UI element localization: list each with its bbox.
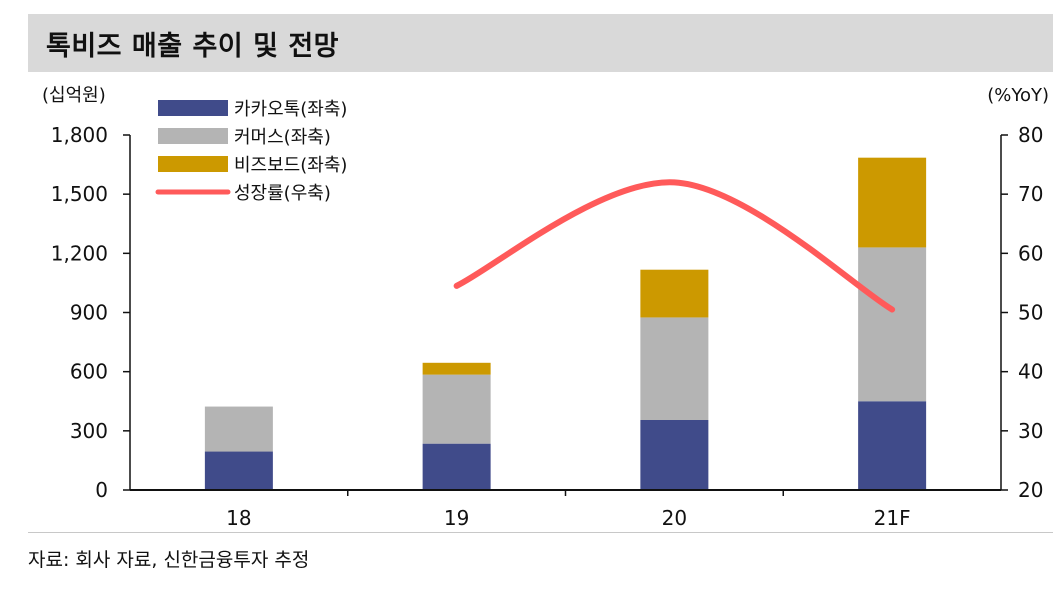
title-bar: 톡비즈 매출 추이 및 전망 xyxy=(28,14,1053,72)
x-tick-label: 21F xyxy=(874,506,911,530)
right-y-ticks: 20 30 40 50 60 70 80 xyxy=(1001,123,1043,502)
left-axis-unit: (십억원) xyxy=(42,85,106,106)
bar-3-19 xyxy=(422,362,491,375)
left-tick-label: 600 xyxy=(70,360,108,384)
source-note: 자료: 회사 자료, 신한금융투자 추정 xyxy=(28,532,1053,572)
legend-label-3: 비즈보드(좌축) xyxy=(234,155,347,176)
chart-title: 톡비즈 매출 추이 및 전망 xyxy=(46,30,339,62)
legend-label-4: 성장률(우축) xyxy=(234,183,331,204)
right-tick-label: 40 xyxy=(1018,360,1043,384)
bar-2-19 xyxy=(422,374,491,444)
x-tick-label: 20 xyxy=(662,506,687,530)
right-axis-unit: (%YoY) xyxy=(987,85,1049,106)
legend-swatch-3 xyxy=(158,156,228,172)
bar-3-20 xyxy=(640,269,709,318)
bar-1-19 xyxy=(422,443,491,490)
growth-line-layer xyxy=(453,179,896,313)
right-tick-label: 50 xyxy=(1018,301,1043,325)
bar-2-20 xyxy=(640,317,709,420)
legend-swatch-2 xyxy=(158,128,228,144)
legend-swatch-1 xyxy=(158,100,228,116)
left-tick-label: 1,200 xyxy=(51,241,108,265)
bar-3-21F xyxy=(858,157,927,248)
left-tick-label: 0 xyxy=(95,478,108,502)
x-tick-label: 18 xyxy=(226,506,251,530)
left-tick-label: 900 xyxy=(70,301,108,325)
bar-1-20 xyxy=(640,419,709,490)
left-y-ticks: 0 300 600 900 1,200 1,500 1,800 xyxy=(51,123,130,502)
bar-2-18 xyxy=(204,406,273,452)
x-tick-label: 19 xyxy=(444,506,469,530)
right-tick-label: 70 xyxy=(1018,182,1043,206)
legend: 카카오톡(좌축) 커머스(좌축) 비즈보드(좌축) 성장률(우축) xyxy=(155,99,347,204)
left-tick-label: 300 xyxy=(70,419,108,443)
right-tick-label: 20 xyxy=(1018,478,1043,502)
bars-layer xyxy=(204,157,927,490)
bar-1-21F xyxy=(858,401,927,490)
left-tick-label: 1,500 xyxy=(51,182,108,206)
bar-1-18 xyxy=(204,451,273,490)
legend-label-1: 카카오톡(좌축) xyxy=(234,99,347,120)
chart-svg: (십억원) (%YoY) 0 300 600 900 1,200 1,500 1,800 2… xyxy=(42,85,1049,530)
right-tick-label: 30 xyxy=(1018,419,1043,443)
right-tick-label: 60 xyxy=(1018,241,1043,265)
left-tick-label: 1,800 xyxy=(51,123,108,147)
x-ticks: 18 19 20 21F xyxy=(226,490,911,530)
legend-label-2: 커머스(좌축) xyxy=(234,127,331,148)
growth-line xyxy=(453,179,896,313)
bar-2-21F xyxy=(858,247,927,402)
right-tick-label: 80 xyxy=(1018,123,1043,147)
